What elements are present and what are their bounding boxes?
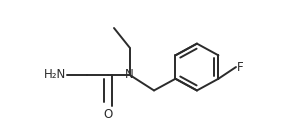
- Text: H₂N: H₂N: [44, 68, 66, 81]
- Text: O: O: [103, 108, 113, 121]
- Text: F: F: [237, 61, 244, 74]
- Text: N: N: [125, 68, 134, 81]
